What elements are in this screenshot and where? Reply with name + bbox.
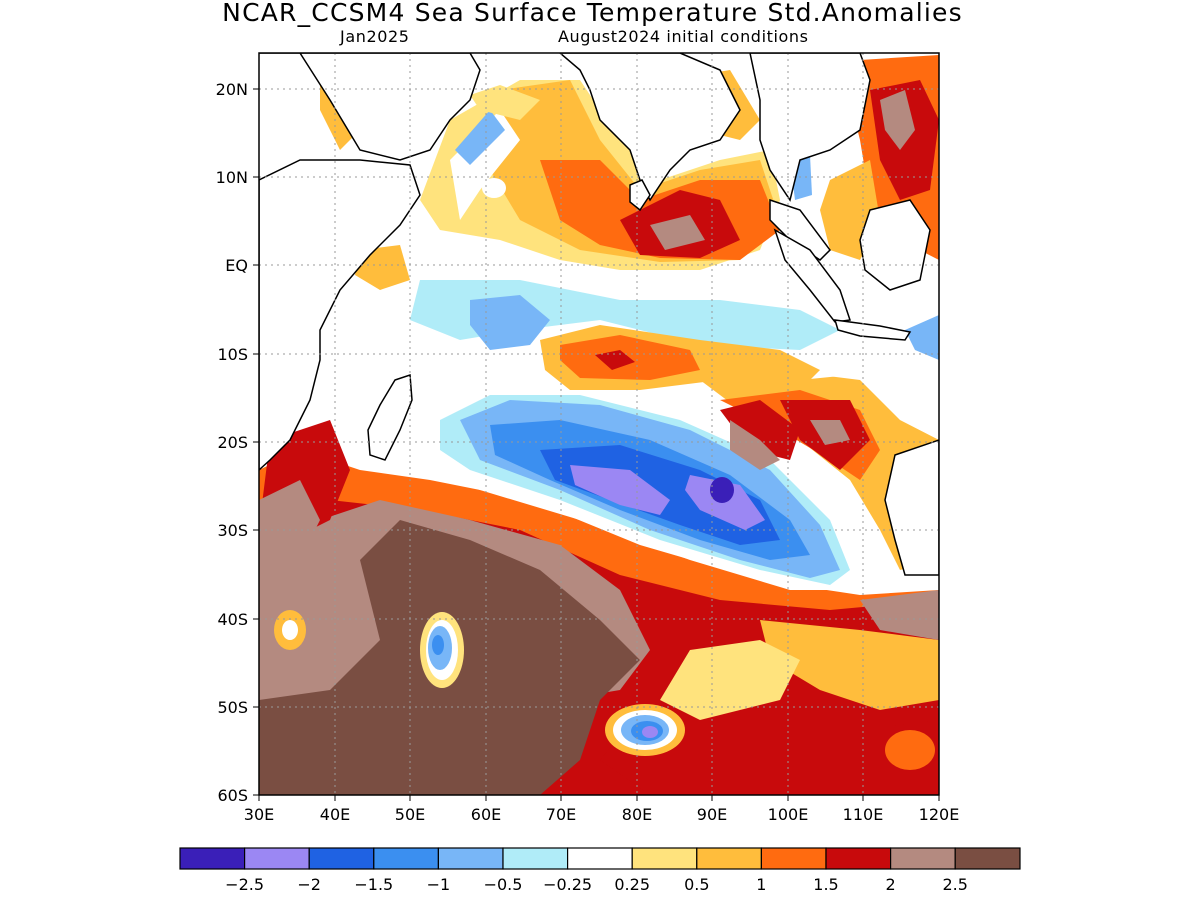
colorbar-label: −2: [297, 875, 321, 894]
colorbar-label: −2.5: [225, 875, 264, 894]
longitude-axis: 30E 40E 50E 60E 70E 80E 90E 100E 110E 12…: [244, 795, 960, 824]
horn-of-africa: [259, 159, 421, 472]
lat-tick-eq: EQ: [225, 256, 259, 275]
land: [259, 53, 939, 576]
graticule: [259, 53, 939, 795]
colorbar-swatch: [373, 847, 439, 870]
lon-tick-40e: 40E: [320, 795, 350, 824]
colorbar-label: −1.5: [354, 875, 393, 894]
lat-label-eq: EQ: [225, 256, 248, 275]
lat-tick-30s: 30S: [217, 521, 259, 540]
lat-tick-40s: 40S: [217, 610, 259, 629]
colorbar-label: 0.5: [684, 875, 709, 894]
colorbar-label: 1: [756, 875, 766, 894]
colorbar-swatch: [631, 847, 698, 870]
lon-label-50e: 50E: [395, 805, 425, 824]
africa-landmass: [259, 53, 481, 161]
lat-label-20s: 20S: [217, 433, 248, 452]
colorbar-swatch: [954, 847, 1021, 870]
lat-tick-50s: 50S: [217, 698, 259, 717]
map-title: NCAR_CCSM4 Sea Surface Temperature Std.A…: [222, 0, 963, 27]
colorbar-swatch: [696, 847, 762, 870]
lon-label-60e: 60E: [471, 805, 501, 824]
colorbar-swatch: [179, 847, 246, 870]
colorbar-label: 2.5: [942, 875, 967, 894]
lon-tick-50e: 50E: [395, 795, 425, 824]
colorbar-swatch: [437, 847, 504, 870]
india: [558, 53, 741, 202]
colorbar-label: −0.25: [543, 875, 592, 894]
colorbar-swatch: [760, 847, 827, 870]
lon-tick-80e: 80E: [622, 795, 652, 824]
lat-label-60s: 60S: [217, 786, 248, 805]
lon-label-120e: 120E: [919, 805, 960, 824]
lat-label-40s: 40S: [217, 610, 248, 629]
malay-peninsula: [769, 198, 831, 261]
sri-lanka: [629, 179, 651, 212]
lon-tick-100e: 100E: [768, 795, 809, 824]
borneo: [859, 199, 931, 291]
colorbar-swatch: [308, 847, 375, 870]
lon-label-40e: 40E: [320, 805, 350, 824]
lon-tick-60e: 60E: [471, 795, 501, 824]
lat-label-10n: 10N: [216, 168, 248, 187]
lon-tick-70e: 70E: [546, 795, 576, 824]
colorbar-label: −0.5: [484, 875, 523, 894]
colorbar-label: 2: [886, 875, 896, 894]
lon-label-110e: 110E: [843, 805, 884, 824]
madagascar: [367, 373, 413, 461]
lat-tick-20n: 20N: [216, 80, 259, 99]
initial-conditions: August2024 initial conditions: [558, 27, 809, 46]
colorbar-swatch: [825, 847, 892, 870]
colorbar-label: 1.5: [813, 875, 838, 894]
lat-label-10s: 10S: [217, 345, 248, 364]
lat-tick-20s: 20S: [217, 433, 259, 452]
lon-label-100e: 100E: [768, 805, 809, 824]
lon-label-90e: 90E: [697, 805, 727, 824]
lon-label-80e: 80E: [622, 805, 652, 824]
lon-tick-110e: 110E: [843, 795, 884, 824]
lat-label-50s: 50S: [217, 698, 248, 717]
forecast-month: Jan2025: [340, 27, 410, 46]
latitude-axis: 20N 10N EQ 10S 20S 30S 40S 50S 60S: [216, 80, 259, 805]
java: [833, 319, 912, 341]
lat-label-20n: 20N: [216, 80, 248, 99]
colorbar-swatch: [502, 847, 569, 870]
colorbar-label: −1: [427, 875, 451, 894]
lat-tick-10s: 10S: [217, 345, 259, 364]
lat-tick-60s: 60S: [217, 786, 259, 805]
indochina: [749, 53, 871, 202]
lat-tick-10n: 10N: [216, 168, 259, 187]
lat-label-30s: 30S: [217, 521, 248, 540]
colorbar-swatch: [889, 847, 956, 870]
lon-label-70e: 70E: [546, 805, 576, 824]
colorbar: −2.5 −2 −1.5 −1 −0.5 −0.25 0.25 0.5 1 1.…: [179, 847, 1021, 894]
colorbar-swatch: [566, 847, 633, 870]
colorbar-label: 0.25: [614, 875, 650, 894]
colorbar-swatch: [244, 847, 310, 870]
lon-tick-120e: 120E: [919, 795, 960, 824]
lon-tick-30e: 30E: [244, 795, 274, 824]
australia: [884, 439, 939, 576]
anomaly-field: [259, 53, 939, 795]
map-frame: [258, 52, 940, 796]
lon-label-30e: 30E: [244, 805, 274, 824]
lon-tick-90e: 90E: [697, 795, 727, 824]
